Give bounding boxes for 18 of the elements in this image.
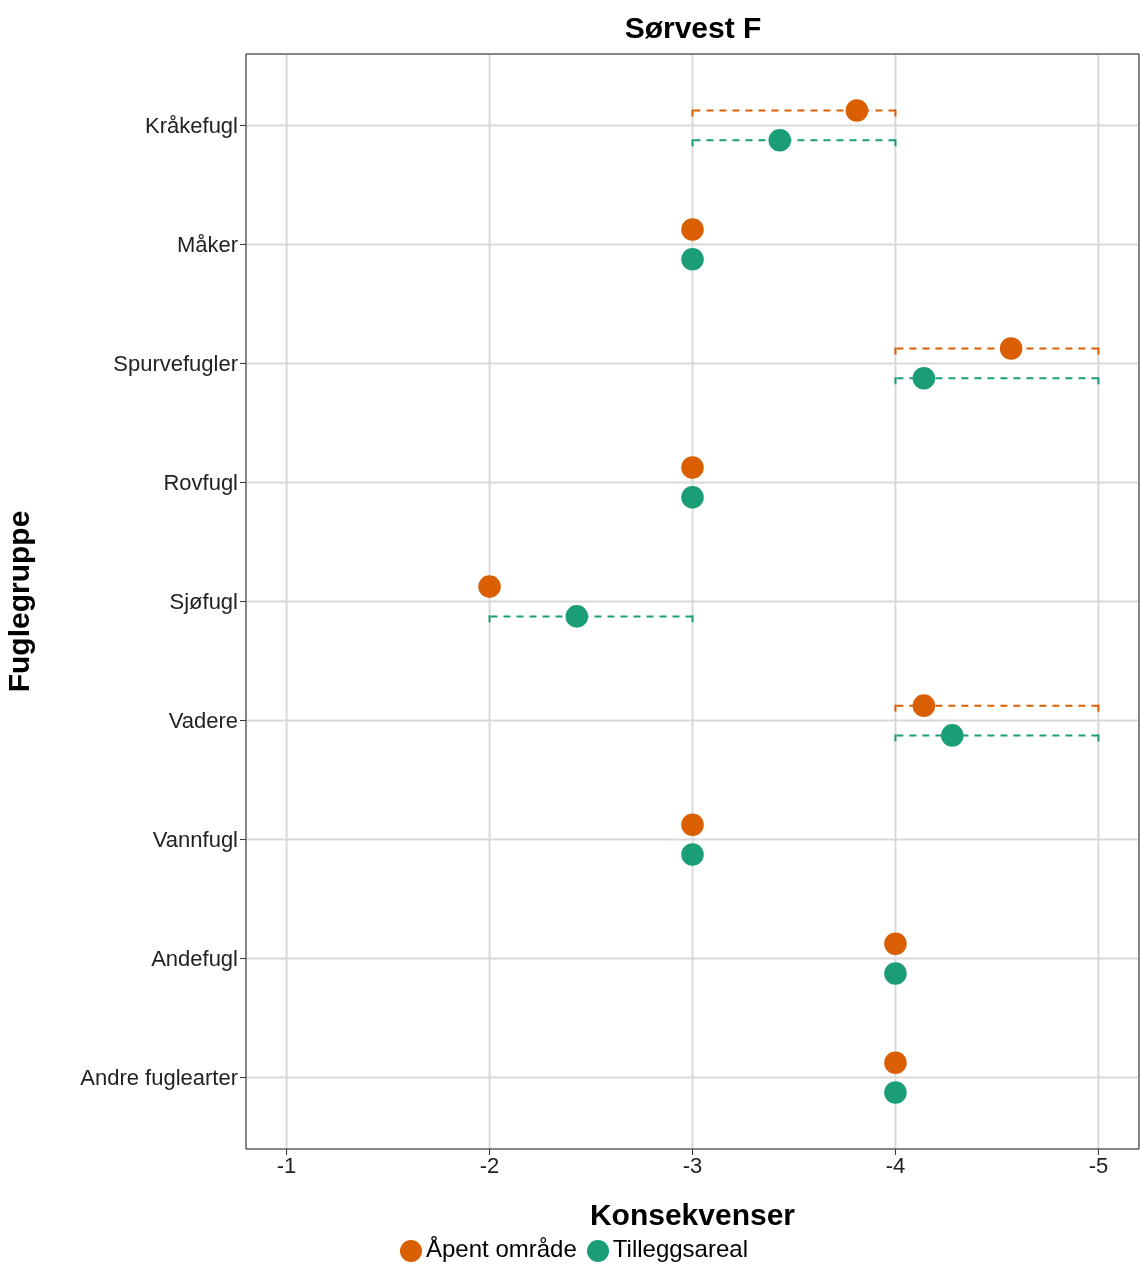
y-tick-label: Spurvefugler xyxy=(113,351,238,377)
x-tick-label: -2 xyxy=(479,1152,500,1178)
y-tick-label: Andefugl xyxy=(151,946,238,972)
y-tick-label: Rovfugl xyxy=(163,470,238,496)
x-tick-label: -5 xyxy=(1088,1152,1109,1178)
y-tick-label: Vadere xyxy=(168,708,238,734)
x-tick-label: -3 xyxy=(682,1152,703,1178)
legend-label: Tilleggsareal xyxy=(612,1235,748,1262)
y-tick-label: Måker xyxy=(176,232,238,258)
x-axis-title: Konsekvenser xyxy=(589,1198,796,1231)
legend-label: Åpent område xyxy=(426,1235,577,1262)
y-tick-label: Kråkefugl xyxy=(145,113,238,139)
y-tick-label: Sjøfugl xyxy=(169,589,238,615)
x-tick-label: -1 xyxy=(276,1152,297,1178)
chart-title: Sørvest F xyxy=(623,10,763,46)
y-tick-label: Andre fuglearter xyxy=(80,1065,238,1091)
x-tick-label: -4 xyxy=(885,1152,906,1178)
y-tick-label: Vannfugl xyxy=(152,827,238,853)
